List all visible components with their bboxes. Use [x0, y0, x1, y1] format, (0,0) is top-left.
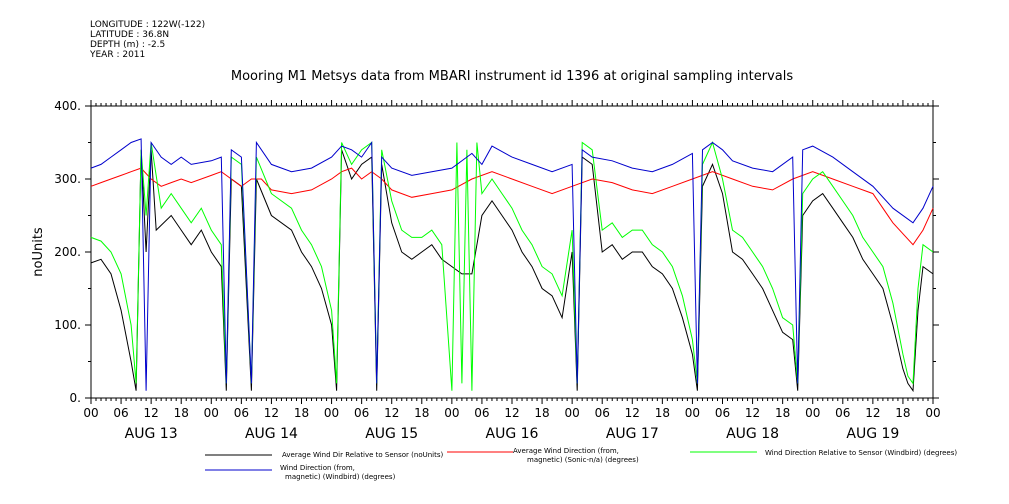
y-tick-label: 0.	[70, 391, 81, 405]
longitude-text: LONGITUDE : 122W(-122)	[90, 20, 206, 30]
legend-label-series-2-line2: magnetic) (Sonic-n/a) (degrees)	[527, 456, 639, 464]
x-tick-label: 06	[595, 406, 610, 420]
x-tick-label: 18	[775, 406, 790, 420]
y-axis: 0. 100. 200. 300. 400.	[54, 99, 939, 405]
legend-label-series-4-line2: magnetic) (Windbird) (degrees)	[285, 473, 396, 481]
depth-text: DEPTH (m) : -2.5	[90, 40, 166, 50]
year-text: YEAR : 2011	[90, 50, 146, 60]
plot-frame	[90, 105, 934, 399]
x-day-label: AUG 19	[846, 426, 899, 442]
x-tick-label: 18	[174, 406, 189, 420]
x-tick-label: 12	[625, 406, 640, 420]
x-tick-label: 18	[655, 406, 670, 420]
series-line-1	[90, 149, 934, 393]
x-tick-label: 18	[414, 406, 429, 420]
x-axis: 00 06 12 18 00 06 12 18 00 06 12 18 00 06 12 18 00 06 12 18…	[83, 100, 941, 442]
legend-label-series-3: Wind Direction Relative to Sensor (Windb…	[765, 449, 957, 457]
x-day-label: AUG 18	[726, 426, 779, 442]
x-tick-label: 12	[504, 406, 519, 420]
x-tick-label: 00	[805, 406, 820, 420]
x-tick-label: 06	[113, 406, 128, 420]
x-tick-label: 06	[835, 406, 850, 420]
y-axis-label: noUnits	[31, 227, 46, 277]
y-tick-label: 300.	[54, 172, 81, 186]
legend-label-series-2-line1: Average Wind Direction (from,	[513, 447, 619, 455]
x-tick-label: 06	[354, 406, 369, 420]
x-tick-label: 12	[384, 406, 399, 420]
x-tick-label: 12	[144, 406, 159, 420]
series-line-3	[90, 141, 934, 391]
legend: Average Wind Dir Relative to Sensor (noU…	[205, 447, 957, 481]
x-tick-label: 00	[324, 406, 339, 420]
y-tick-label: 200.	[54, 245, 81, 259]
x-tick-label: 00	[565, 406, 580, 420]
latitude-text: LATITUDE : 36.8N	[90, 30, 170, 40]
chart-title: Mooring M1 Metsys data from MBARI instru…	[231, 69, 793, 84]
y-tick-label: 100.	[54, 318, 81, 332]
x-tick-label: 00	[444, 406, 459, 420]
x-tick-label: 00	[925, 406, 940, 420]
x-day-label: AUG 16	[486, 426, 539, 442]
x-tick-label: 12	[264, 406, 279, 420]
series-line-4	[90, 138, 934, 391]
x-tick-label: 06	[474, 406, 489, 420]
x-tick-label: 12	[865, 406, 880, 420]
metadata-block: LONGITUDE : 122W(-122) LATITUDE : 36.8N …	[90, 20, 205, 60]
x-tick-label: 18	[895, 406, 910, 420]
series-lines	[90, 138, 934, 393]
legend-label-series-4-line1: Wind Direction (from,	[280, 464, 355, 472]
legend-label-series-1: Average Wind Dir Relative to Sensor (noU…	[282, 451, 443, 459]
x-tick-label: 00	[204, 406, 219, 420]
x-tick-label: 18	[534, 406, 549, 420]
y-tick-label: 400.	[54, 99, 81, 113]
x-day-label: AUG 14	[245, 426, 298, 442]
x-tick-label: 00	[685, 406, 700, 420]
x-tick-label: 12	[745, 406, 760, 420]
x-day-label: AUG 17	[606, 426, 659, 442]
x-tick-label: 06	[234, 406, 249, 420]
x-tick-label: 00	[83, 406, 98, 420]
series-line-2	[90, 167, 934, 246]
x-day-label: AUG 15	[365, 426, 418, 442]
x-tick-label: 18	[294, 406, 309, 420]
x-day-label: AUG 13	[125, 426, 178, 442]
plot-border	[90, 105, 934, 399]
x-tick-label: 06	[715, 406, 730, 420]
